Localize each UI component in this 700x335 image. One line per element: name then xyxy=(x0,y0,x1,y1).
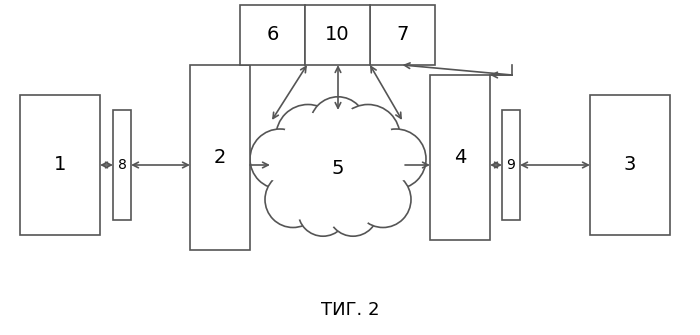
Text: 7: 7 xyxy=(396,25,409,45)
Ellipse shape xyxy=(283,130,393,206)
Bar xyxy=(502,110,520,220)
Text: 9: 9 xyxy=(507,158,515,172)
Circle shape xyxy=(355,172,411,227)
Circle shape xyxy=(304,192,342,230)
Text: 2: 2 xyxy=(214,148,226,167)
Bar xyxy=(305,5,370,65)
Bar xyxy=(240,5,305,65)
Circle shape xyxy=(276,105,340,169)
Circle shape xyxy=(298,186,348,236)
Text: 5: 5 xyxy=(332,158,344,178)
Circle shape xyxy=(344,113,392,160)
Bar xyxy=(430,75,490,240)
Circle shape xyxy=(272,179,314,220)
Circle shape xyxy=(258,136,302,182)
Circle shape xyxy=(374,136,419,182)
Bar xyxy=(370,5,435,65)
Circle shape xyxy=(250,129,310,189)
Text: 3: 3 xyxy=(624,155,636,175)
Bar xyxy=(190,65,250,250)
Text: ΤИГ. 2: ΤИГ. 2 xyxy=(321,301,379,319)
Circle shape xyxy=(328,186,378,236)
Circle shape xyxy=(366,129,426,189)
Circle shape xyxy=(336,105,400,169)
Ellipse shape xyxy=(268,119,408,217)
Text: 8: 8 xyxy=(118,158,127,172)
Bar xyxy=(113,110,131,220)
Circle shape xyxy=(317,104,359,146)
Text: 6: 6 xyxy=(266,25,279,45)
Circle shape xyxy=(310,97,366,153)
Circle shape xyxy=(265,172,321,227)
Text: 10: 10 xyxy=(326,25,350,45)
Circle shape xyxy=(362,179,404,220)
Text: 1: 1 xyxy=(54,155,66,175)
Bar xyxy=(590,95,670,235)
Text: 4: 4 xyxy=(454,148,466,167)
Circle shape xyxy=(284,113,332,160)
Circle shape xyxy=(335,192,372,230)
Bar xyxy=(20,95,100,235)
